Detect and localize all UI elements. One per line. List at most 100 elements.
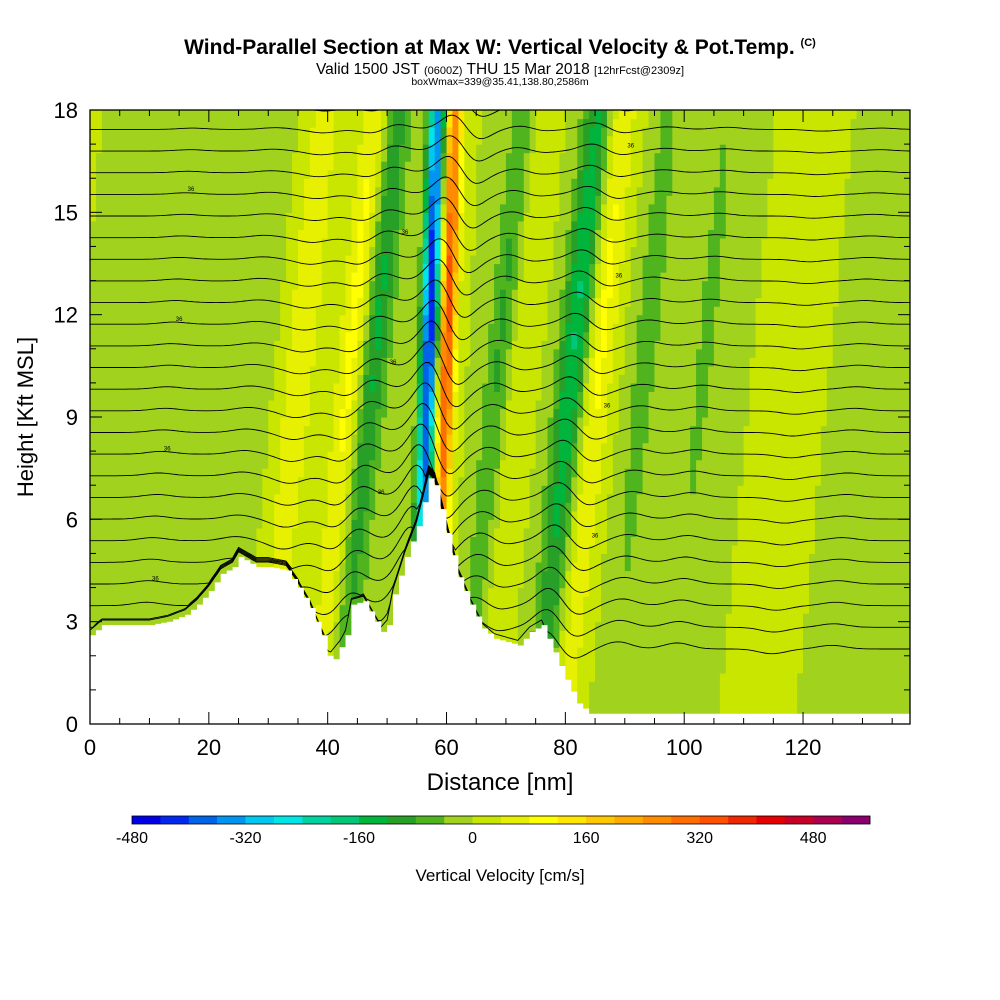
velocity-cell — [179, 382, 186, 393]
velocity-cell — [191, 348, 198, 358]
velocity-cell — [458, 212, 465, 222]
velocity-cell — [482, 169, 489, 179]
velocity-cell — [202, 587, 210, 597]
velocity-cell — [363, 536, 370, 546]
velocity-cell — [161, 587, 168, 597]
velocity-cell — [375, 527, 382, 537]
velocity-cell — [464, 527, 471, 537]
velocity-cell — [369, 579, 376, 589]
velocity-cell — [173, 561, 180, 572]
velocity-cell — [440, 382, 448, 393]
velocity-cell — [393, 374, 400, 384]
velocity-cell — [488, 579, 495, 589]
velocity-cell — [131, 357, 139, 367]
velocity-cell — [351, 306, 358, 316]
velocity-cell — [500, 621, 507, 631]
velocity-cell — [333, 587, 341, 597]
velocity-cell — [321, 186, 329, 196]
velocity-cell — [494, 186, 501, 196]
velocity-cell — [280, 186, 287, 196]
velocity-cell — [125, 604, 133, 614]
velocity-cell — [161, 374, 168, 384]
velocity-cell — [381, 135, 388, 145]
velocity-cell — [173, 323, 180, 333]
velocity-cell — [220, 340, 228, 350]
velocity-cell — [440, 314, 448, 324]
velocity-cell — [95, 399, 103, 410]
velocity-cell — [131, 476, 139, 486]
velocity-cell — [446, 178, 454, 188]
velocity-cell — [470, 374, 477, 384]
velocity-cell — [155, 254, 162, 265]
velocity-cell — [143, 434, 151, 444]
velocity-cell — [464, 237, 471, 248]
velocity-cell — [428, 254, 436, 265]
velocity-cell — [149, 118, 156, 128]
velocity-cell — [101, 314, 109, 324]
velocity-cell — [315, 587, 323, 597]
velocity-cell — [113, 144, 121, 154]
velocity-cell — [333, 144, 341, 154]
velocity-cell — [422, 220, 430, 230]
velocity-cell — [410, 254, 418, 265]
velocity-cell — [458, 451, 465, 461]
velocity-cell — [155, 297, 162, 307]
velocity-cell — [173, 272, 180, 282]
velocity-cell — [107, 357, 115, 367]
velocity-cell — [220, 527, 228, 537]
velocity-cell — [398, 254, 406, 265]
velocity-cell — [416, 272, 424, 282]
velocity-cell — [90, 374, 97, 384]
velocity-cell — [470, 425, 477, 435]
velocity-cell — [167, 289, 174, 299]
velocity-cell — [137, 118, 145, 128]
velocity-cell — [238, 459, 246, 469]
velocity-cell — [101, 272, 109, 282]
velocity-cell — [363, 110, 370, 120]
velocity-cell — [381, 186, 388, 196]
velocity-cell — [303, 297, 311, 307]
velocity-cell — [155, 570, 162, 580]
velocity-cell — [280, 417, 287, 427]
velocity-cell — [327, 442, 335, 452]
velocity-cell — [398, 220, 406, 230]
velocity-cell — [101, 237, 109, 248]
velocity-cell — [113, 135, 121, 145]
velocity-cell — [179, 178, 186, 188]
velocity-cell — [250, 169, 257, 179]
velocity-cell — [470, 289, 477, 299]
velocity-cell — [339, 272, 347, 282]
velocity-cell — [191, 357, 198, 367]
velocity-cell — [185, 144, 192, 154]
velocity-cell — [315, 553, 323, 563]
velocity-cell — [262, 485, 269, 495]
velocity-cell — [398, 536, 406, 546]
velocity-cell — [297, 220, 305, 230]
velocity-cell — [214, 152, 222, 162]
velocity-cell — [345, 110, 353, 120]
velocity-cell — [351, 374, 358, 384]
velocity-cell — [202, 212, 210, 222]
velocity-cell — [214, 365, 222, 375]
velocity-cell — [351, 434, 358, 444]
velocity-cell — [125, 348, 133, 358]
velocity-cell — [244, 365, 252, 375]
velocity-cell — [101, 502, 109, 512]
velocity-cell — [398, 169, 406, 179]
velocity-cell — [422, 195, 430, 205]
velocity-cell — [303, 110, 311, 120]
velocity-cell — [95, 220, 103, 230]
velocity-cell — [191, 527, 198, 537]
velocity-cell — [191, 570, 198, 580]
velocity-cell — [191, 417, 198, 427]
velocity-cell — [167, 331, 174, 341]
velocity-cell — [375, 544, 382, 555]
velocity-cell — [131, 118, 139, 128]
velocity-cell — [137, 195, 145, 205]
velocity-cell — [191, 544, 198, 555]
velocity-cell — [375, 587, 382, 597]
velocity-cell — [381, 485, 388, 495]
velocity-cell — [458, 246, 465, 256]
velocity-cell — [292, 220, 299, 230]
velocity-cell — [303, 272, 311, 282]
